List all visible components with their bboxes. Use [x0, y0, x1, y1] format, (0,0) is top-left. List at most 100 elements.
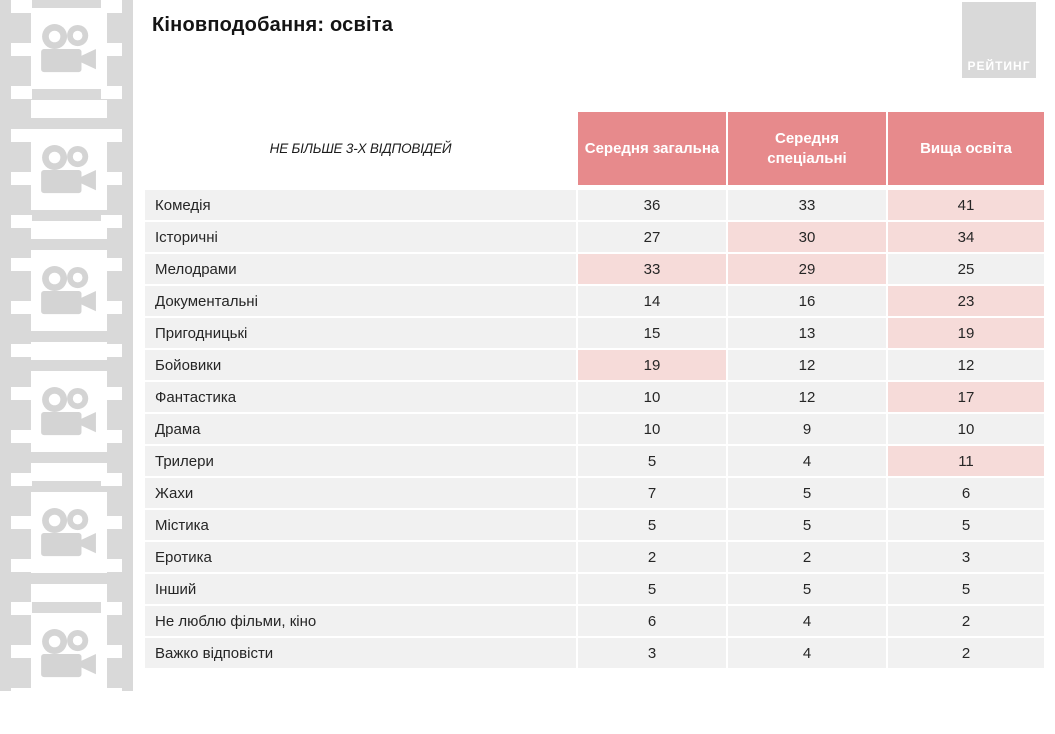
column-header-higher-education: Вища освіта	[888, 112, 1044, 185]
table-row: Пригодницькі 15 13 19	[145, 318, 1046, 348]
rating-logo-text: РЕЙТИНГ	[967, 59, 1031, 73]
table-row: Не люблю фільми, кіно 6 4 2	[145, 606, 1046, 636]
value-cell: 5	[728, 510, 886, 540]
filmstrip-decoration	[0, 0, 133, 723]
genre-label: Фантастика	[145, 382, 576, 412]
rating-logo: РЕЙТИНГ	[962, 2, 1036, 78]
genre-label: Пригодницькі	[145, 318, 576, 348]
value-cell: 10	[578, 382, 726, 412]
table-row: Документальні 14 16 23	[145, 286, 1046, 316]
movie-camera-icon	[31, 8, 107, 89]
value-cell-highlighted: 19	[578, 350, 726, 380]
table-row: Трилери 5 4 11	[145, 446, 1046, 476]
table-row: Жахи 7 5 6	[145, 478, 1046, 508]
table-row: Бойовики 19 12 12	[145, 350, 1046, 380]
table-row: Історичні 27 30 34	[145, 222, 1046, 252]
film-frame-blank	[31, 221, 107, 239]
filmstrip-frames	[31, 8, 107, 734]
value-cell: 36	[578, 190, 726, 220]
value-cell: 5	[578, 510, 726, 540]
genre-label: Бойовики	[145, 350, 576, 380]
value-cell: 2	[728, 542, 886, 572]
value-cell: 4	[728, 606, 886, 636]
value-cell: 33	[728, 190, 886, 220]
value-cell: 4	[728, 638, 886, 668]
value-cell: 10	[888, 414, 1044, 444]
value-cell: 5	[578, 446, 726, 476]
table-row: Інший 5 5 5	[145, 574, 1046, 604]
value-cell: 6	[888, 478, 1044, 508]
genre-label: Інший	[145, 574, 576, 604]
table-row: Містика 5 5 5	[145, 510, 1046, 540]
value-cell: 16	[728, 286, 886, 316]
value-cell: 13	[728, 318, 886, 348]
movie-camera-icon	[31, 371, 107, 452]
table-row: Мелодрами 33 29 25	[145, 254, 1046, 284]
table-row: Важко відповісти 3 4 2	[145, 638, 1046, 668]
genre-label: Не люблю фільми, кіно	[145, 606, 576, 636]
genre-label: Мелодрами	[145, 254, 576, 284]
table-body: Комедія 36 33 41 Історичні 27 30 34 Мелодрами 33 2…	[145, 190, 1046, 668]
page-title: Кіновподобання: освіта	[152, 14, 394, 36]
value-cell: 14	[578, 286, 726, 316]
film-frame-blank	[31, 584, 107, 602]
value-cell: 3	[578, 638, 726, 668]
value-cell: 12	[728, 350, 886, 380]
filmstrip-holes-left	[11, 0, 32, 691]
value-cell: 27	[578, 222, 726, 252]
value-cell: 6	[578, 606, 726, 636]
value-cell: 2	[888, 606, 1044, 636]
value-cell-highlighted: 29	[728, 254, 886, 284]
preferences-table: НЕ БІЛЬШЕ 3-Х ВІДПОВІДЕЙ Середня загальн…	[145, 112, 1046, 670]
movie-camera-icon	[31, 129, 107, 210]
value-cell: 12	[728, 382, 886, 412]
genre-label: Драма	[145, 414, 576, 444]
movie-camera-icon	[31, 250, 107, 331]
genre-label: Документальні	[145, 286, 576, 316]
table-row: Комедія 36 33 41	[145, 190, 1046, 220]
value-cell: 25	[888, 254, 1044, 284]
value-cell: 3	[888, 542, 1044, 572]
genre-label: Еротика	[145, 542, 576, 572]
value-cell-highlighted: 11	[888, 446, 1044, 476]
value-cell: 5	[888, 574, 1044, 604]
movie-camera-icon	[31, 613, 107, 694]
value-cell-highlighted: 33	[578, 254, 726, 284]
table-row: Драма 10 9 10	[145, 414, 1046, 444]
genre-label: Комедія	[145, 190, 576, 220]
value-cell: 2	[578, 542, 726, 572]
value-cell-highlighted: 30	[728, 222, 886, 252]
value-cell: 15	[578, 318, 726, 348]
value-cell: 5	[888, 510, 1044, 540]
value-cell-highlighted: 23	[888, 286, 1044, 316]
value-cell-highlighted: 19	[888, 318, 1044, 348]
value-cell: 4	[728, 446, 886, 476]
film-frame-blank	[31, 100, 107, 118]
value-cell: 10	[578, 414, 726, 444]
film-frame-blank	[31, 705, 107, 723]
column-header-secondary-general: Середня загальна	[578, 112, 726, 185]
value-cell: 5	[728, 478, 886, 508]
value-cell: 2	[888, 638, 1044, 668]
genre-label: Жахи	[145, 478, 576, 508]
table-row: Фантастика 10 12 17	[145, 382, 1046, 412]
movie-camera-icon	[31, 492, 107, 573]
film-frame-blank	[31, 463, 107, 481]
genre-label: Важко відповісти	[145, 638, 576, 668]
value-cell: 5	[578, 574, 726, 604]
table-header-row: НЕ БІЛЬШЕ 3-Х ВІДПОВІДЕЙ Середня загальн…	[145, 112, 1046, 185]
genre-label: Історичні	[145, 222, 576, 252]
table-row: Еротика 2 2 3	[145, 542, 1046, 572]
value-cell-highlighted: 34	[888, 222, 1044, 252]
genre-label: Трилери	[145, 446, 576, 476]
table-note: НЕ БІЛЬШЕ 3-Х ВІДПОВІДЕЙ	[269, 141, 452, 156]
film-frame-blank	[31, 342, 107, 360]
value-cell: 5	[728, 574, 886, 604]
value-cell-highlighted: 17	[888, 382, 1044, 412]
value-cell-highlighted: 41	[888, 190, 1044, 220]
value-cell: 12	[888, 350, 1044, 380]
value-cell: 7	[578, 478, 726, 508]
column-header-secondary-special: Середня спеціальні	[728, 112, 886, 185]
value-cell: 9	[728, 414, 886, 444]
genre-label: Містика	[145, 510, 576, 540]
